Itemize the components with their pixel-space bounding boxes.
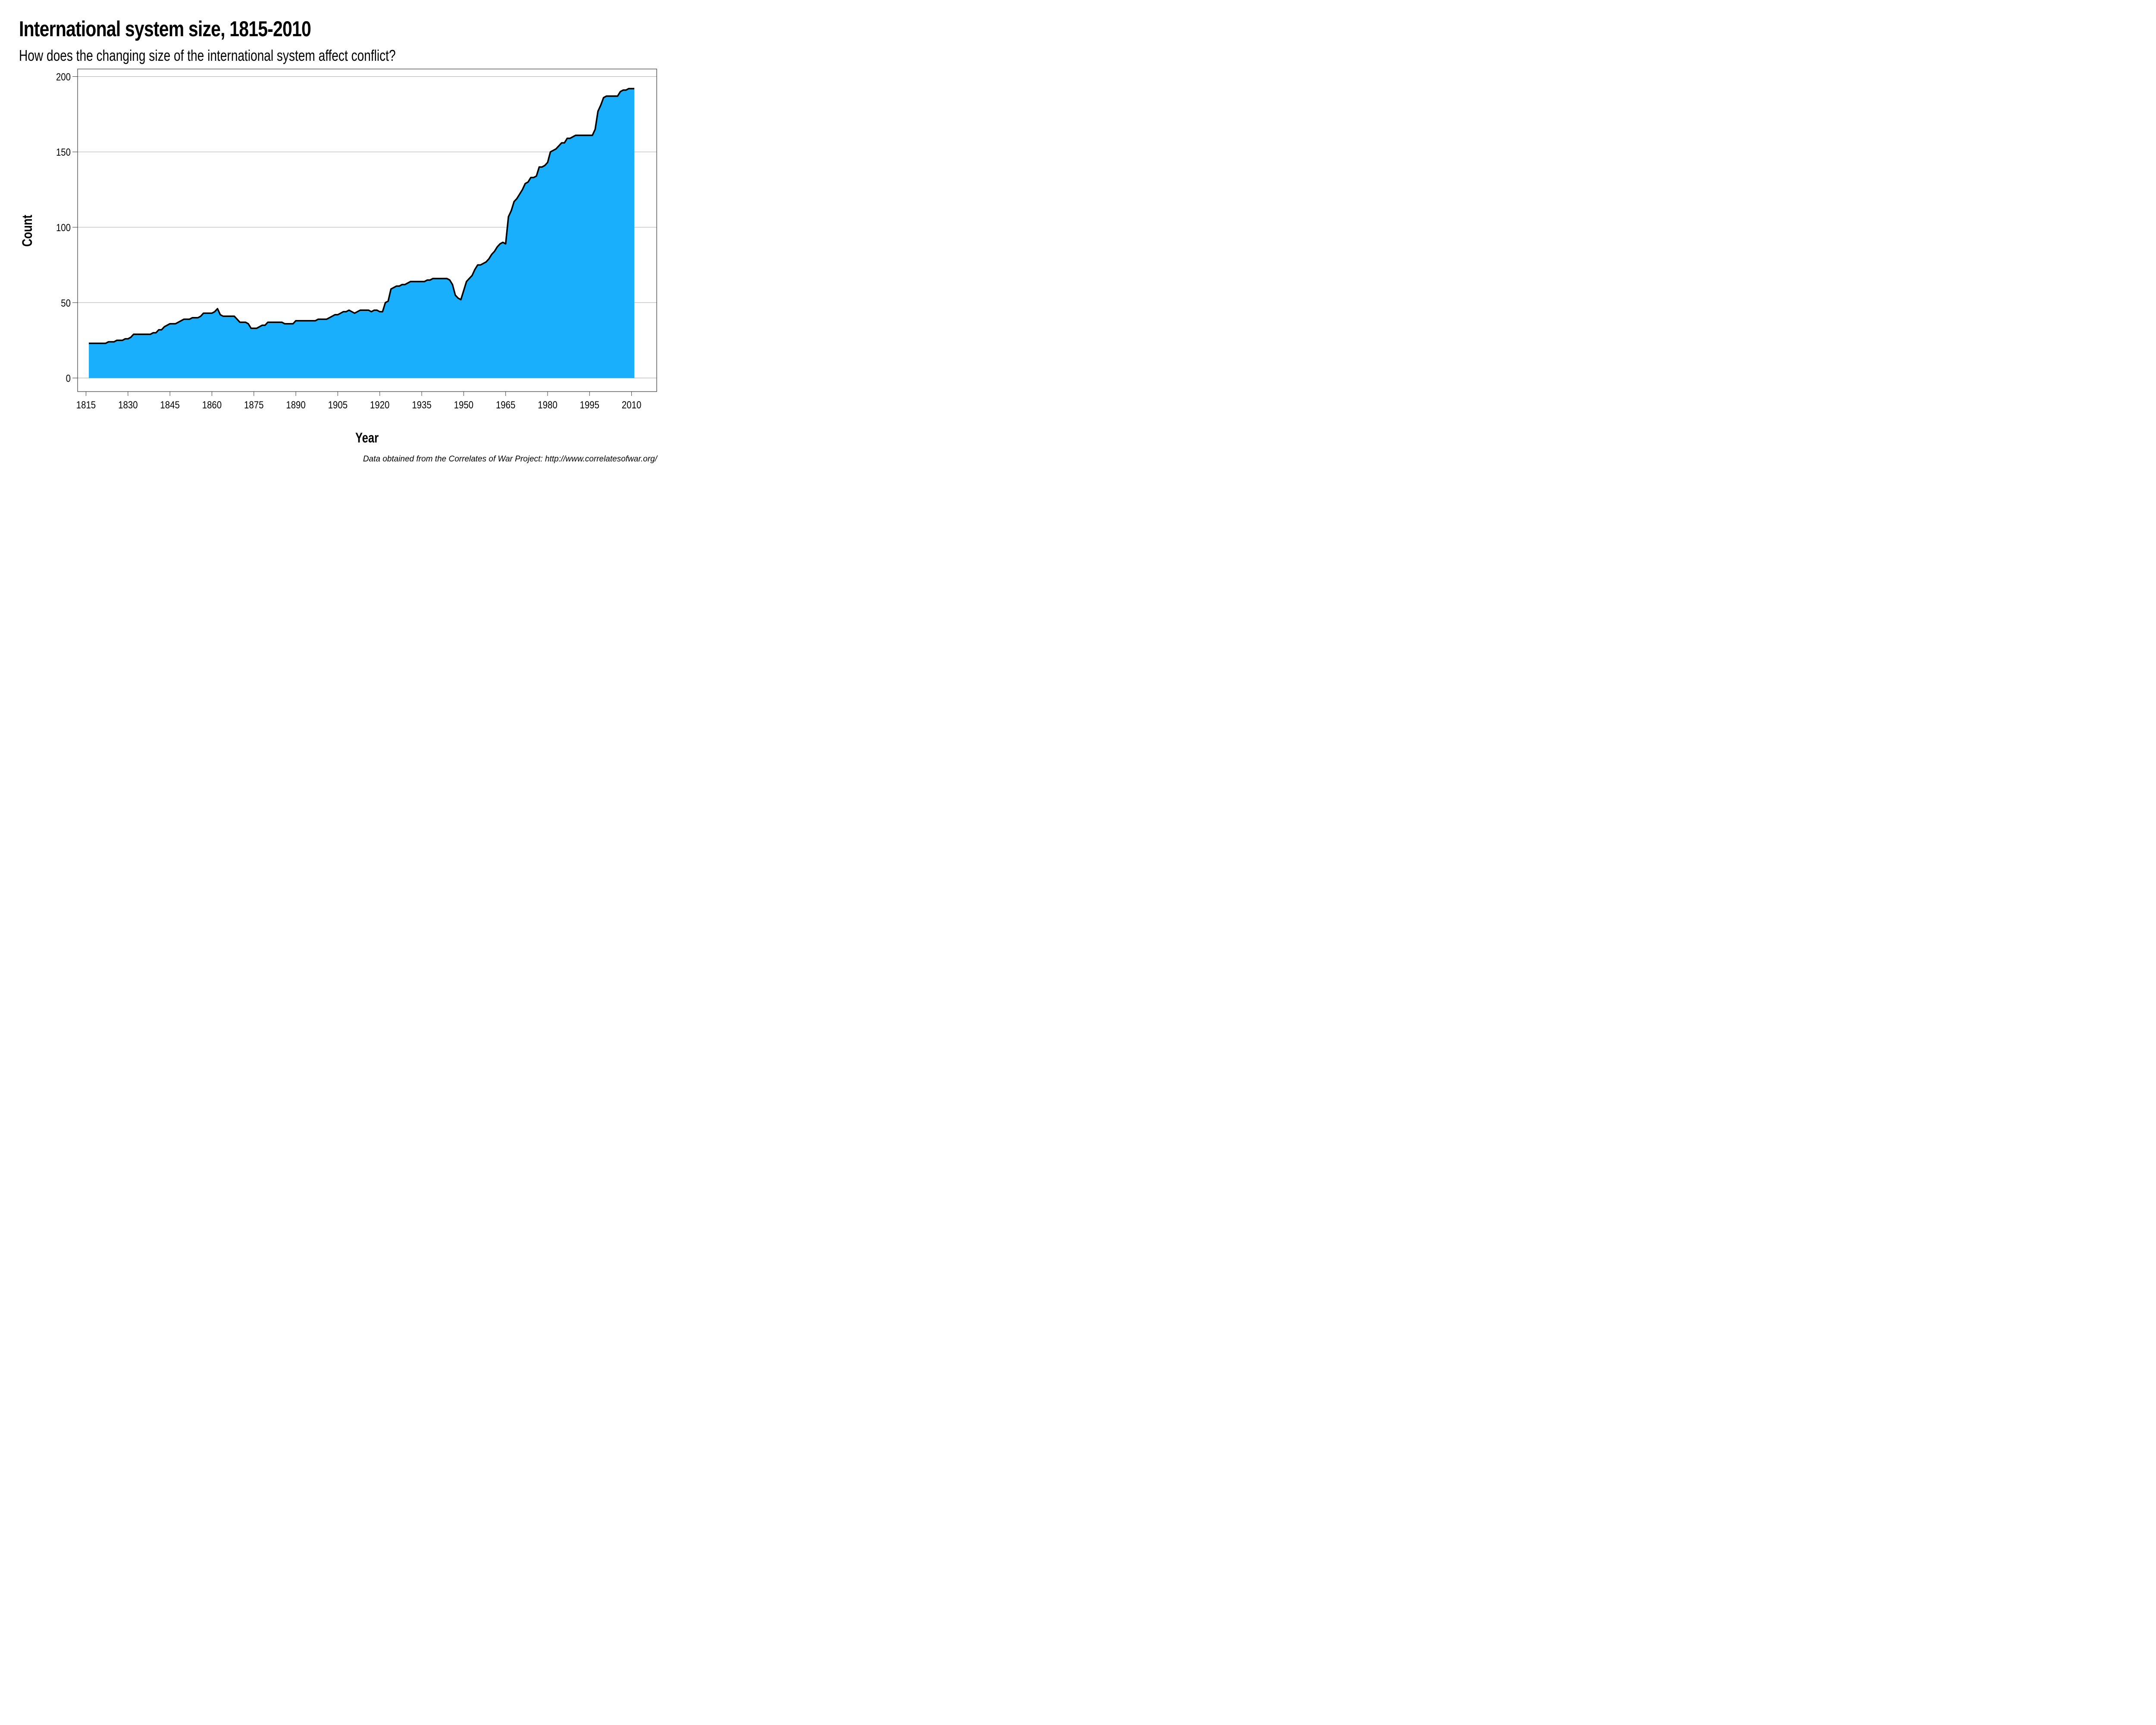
x-tick-label: 1860 (202, 399, 222, 411)
series-line (88, 88, 635, 344)
chart-svg: 0 50 100 150 200 1815 1830 1845 1860 1875 1890 190… (20, 69, 657, 446)
y-axis-title: Count (20, 215, 35, 247)
x-tick-label: 1890 (286, 399, 305, 411)
x-tick-label: 1965 (496, 399, 515, 411)
x-tick-label: 1935 (412, 399, 431, 411)
x-tick-label: 1920 (370, 399, 389, 411)
x-tick-label: 1875 (244, 399, 263, 411)
x-tick-label: 1815 (76, 399, 96, 411)
y-tick-label: 150 (56, 147, 71, 158)
x-tick-label: 2010 (622, 399, 641, 411)
y-axis: 0 50 100 150 200 (56, 71, 78, 384)
y-tick-label: 50 (61, 297, 71, 309)
x-tick-label: 1905 (328, 399, 348, 411)
source-caption: Data obtained from the Correlates of War… (363, 455, 657, 464)
x-tick-label: 1950 (454, 399, 473, 411)
chart-subtitle: How does the changing size of the intern… (19, 47, 396, 64)
y-tick-label: 100 (56, 222, 71, 233)
area-fill (88, 88, 635, 378)
plot-frame (77, 69, 657, 392)
y-tick-label: 200 (56, 71, 71, 83)
x-tick-label: 1980 (538, 399, 557, 411)
chart-title: International system size, 1815-2010 (19, 17, 311, 41)
x-tick-label: 1995 (580, 399, 599, 411)
x-tick-label: 1845 (160, 399, 179, 411)
x-tick-label: 1830 (118, 399, 138, 411)
y-tick-label: 0 (66, 373, 71, 384)
x-axis: 1815 1830 1845 1860 1875 1890 1905 1920 1935 1950… (76, 392, 641, 411)
x-axis-title: Year (355, 430, 379, 445)
